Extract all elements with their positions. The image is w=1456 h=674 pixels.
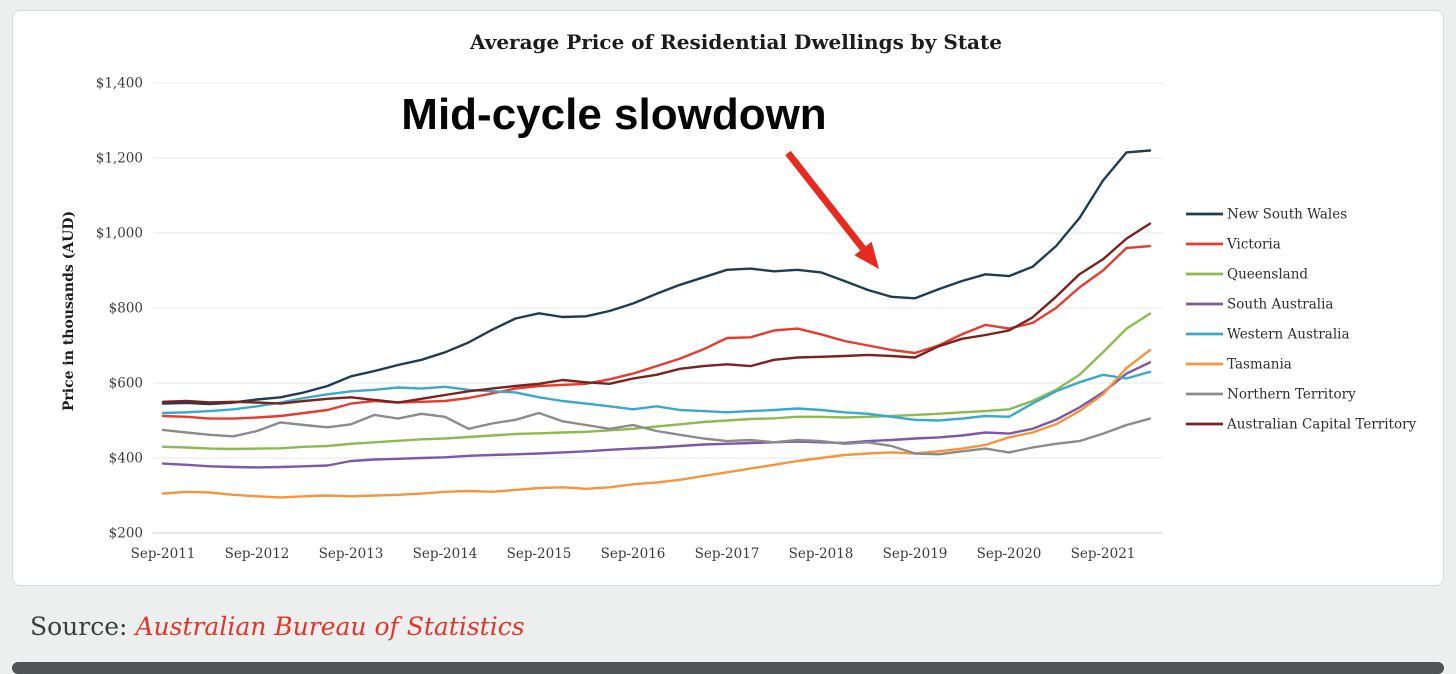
x-tick-label: Sep-2019 (883, 546, 948, 562)
series-line-tasmania (161, 348, 1152, 499)
legend-label: Queensland (1227, 267, 1308, 283)
x-tick-label: Sep-2012 (225, 546, 290, 562)
x-tick-label: Sep-2015 (507, 546, 572, 562)
source-prefix: Source: (30, 612, 128, 641)
x-tick-label: Sep-2016 (601, 546, 666, 562)
annotation-text: Mid-cycle slowdown (401, 90, 826, 139)
y-tick-label: $400 (109, 451, 143, 467)
source-link[interactable]: Australian Bureau of Statistics (135, 612, 525, 641)
legend-label: Northern Territory (1227, 387, 1356, 403)
dwelling-price-line-chart: $200 $400 $600 $800 $1,000 $1,200 $1,400 Sep-20… (61, 30, 1417, 562)
series-line-queensland (161, 312, 1152, 451)
x-tick-label: Sep-2021 (1071, 546, 1136, 562)
y-tick-label: $1,000 (96, 226, 143, 242)
x-tick-label: Sep-2018 (789, 546, 854, 562)
legend-label: Tasmania (1227, 357, 1292, 373)
series-line-australian-capital-territory (161, 222, 1152, 405)
x-tick-label: Sep-2011 (131, 546, 196, 562)
series-line-south-australia (161, 361, 1152, 469)
series-line-western-australia (161, 370, 1152, 422)
source-line: Source: Australian Bureau of Statistics (30, 612, 525, 641)
x-tick-label: Sep-2017 (695, 546, 760, 562)
y-tick-label: $1,400 (96, 76, 143, 92)
y-tick-label: $600 (109, 376, 143, 392)
annotation-arrow-shaft (785, 150, 866, 251)
x-tick-label: Sep-2020 (977, 546, 1042, 562)
y-tick-label: $200 (109, 526, 143, 542)
legend-label: Australian Capital Territory (1226, 417, 1417, 433)
series-line-victoria (161, 244, 1152, 420)
legend-label: New South Wales (1227, 207, 1347, 223)
series-line-northern-territory (161, 411, 1152, 456)
chart-title: Average Price of Residential Dwellings b… (469, 30, 1002, 54)
y-axis-title: Price in thousands (AUD) (61, 211, 77, 411)
next-section-edge (12, 662, 1444, 674)
y-tick-label: $1,200 (96, 151, 143, 167)
legend-label: Western Australia (1227, 327, 1350, 343)
series-line-new-south-wales (161, 149, 1152, 406)
annotation-arrow-head (854, 241, 879, 269)
x-tick-label: Sep-2014 (413, 546, 478, 562)
legend-label: South Australia (1227, 297, 1333, 313)
legend-label: Victoria (1226, 237, 1281, 253)
chart-card: $200 $400 $600 $800 $1,000 $1,200 $1,400 Sep-20… (12, 10, 1444, 586)
y-tick-label: $800 (109, 301, 143, 317)
x-tick-label: Sep-2013 (319, 546, 384, 562)
